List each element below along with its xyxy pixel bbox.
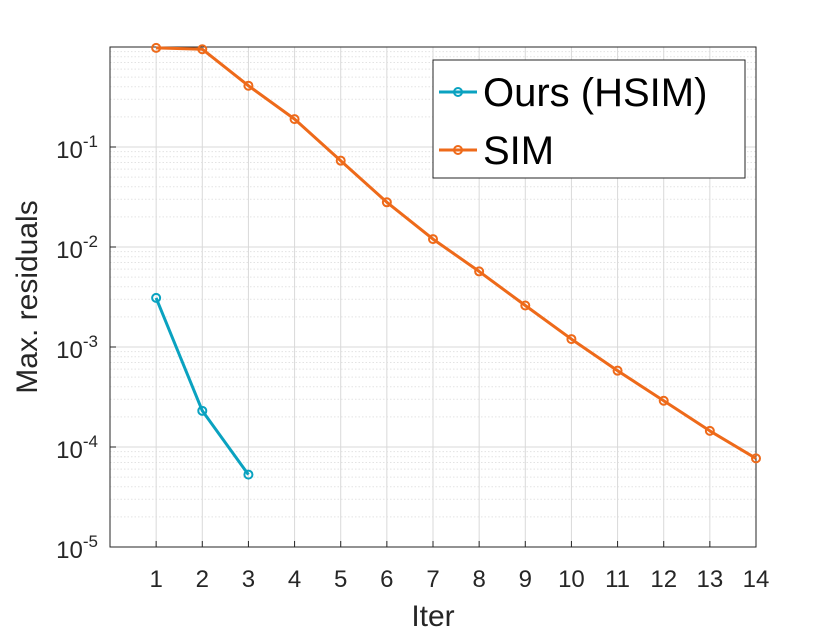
data-point bbox=[474, 266, 485, 277]
legend-swatch-marker bbox=[453, 145, 463, 155]
x-tick-label: 4 bbox=[288, 566, 301, 593]
y-tick-label: 10-1 bbox=[56, 132, 98, 164]
data-point bbox=[428, 234, 438, 245]
legend: Ours (HSIM) SIM bbox=[432, 59, 746, 179]
data-point bbox=[612, 365, 623, 376]
data-point bbox=[335, 155, 346, 166]
x-tick-label: 3 bbox=[242, 566, 255, 593]
legend-item: SIM bbox=[439, 129, 554, 173]
legend-swatch-marker bbox=[453, 87, 463, 97]
data-point bbox=[151, 42, 162, 53]
legend-label: Ours (HSIM) bbox=[483, 71, 707, 115]
x-tick-label: 7 bbox=[426, 566, 439, 593]
data-point bbox=[197, 405, 208, 416]
y-tick-label: 10-2 bbox=[56, 232, 98, 264]
data-point bbox=[197, 44, 208, 55]
data-point bbox=[243, 80, 254, 91]
x-tick-label: 2 bbox=[196, 566, 209, 593]
series-line bbox=[154, 297, 250, 476]
x-tick-label: 14 bbox=[743, 566, 770, 593]
series-line bbox=[156, 46, 757, 460]
data-point bbox=[289, 114, 300, 125]
x-tick-label: 11 bbox=[605, 566, 630, 593]
data-point bbox=[243, 469, 254, 480]
series-1 bbox=[151, 292, 254, 480]
data-point bbox=[658, 395, 669, 406]
x-tick-label: 8 bbox=[472, 566, 485, 593]
legend-box bbox=[432, 59, 746, 179]
x-tick-label: 10 bbox=[558, 566, 585, 593]
data-point bbox=[381, 197, 392, 208]
data-point bbox=[566, 334, 577, 345]
x-tick-label: 12 bbox=[650, 566, 677, 593]
data-point bbox=[751, 453, 761, 464]
x-axis-label: Iter bbox=[411, 600, 454, 633]
x-tick-label: 5 bbox=[334, 566, 347, 593]
axis-ticks bbox=[110, 146, 757, 548]
x-tick-label: 13 bbox=[697, 566, 724, 593]
data-point bbox=[704, 425, 715, 436]
data-point bbox=[151, 292, 162, 303]
y-tick-label: 10-5 bbox=[56, 532, 98, 564]
y-axis-label: Max. residuals bbox=[11, 200, 44, 393]
y-tick-label: 10-3 bbox=[56, 332, 98, 364]
legend-item: Ours (HSIM) bbox=[439, 71, 707, 115]
series-layer bbox=[151, 42, 761, 480]
y-tick-label: 10-4 bbox=[56, 432, 98, 464]
series-2 bbox=[151, 42, 761, 464]
x-tick-label: 9 bbox=[519, 566, 532, 593]
x-tick-label: 1 bbox=[149, 566, 162, 593]
x-tick-label: 6 bbox=[380, 566, 393, 593]
y-tick-labels: 10-5 10-4 10-3 10-2 10-1 bbox=[56, 132, 98, 564]
data-point bbox=[520, 300, 531, 311]
x-tick-labels: 1 2 3 4 5 6 7 8 9 10 11 12 13 14 bbox=[149, 566, 769, 593]
legend-label: SIM bbox=[483, 129, 554, 173]
